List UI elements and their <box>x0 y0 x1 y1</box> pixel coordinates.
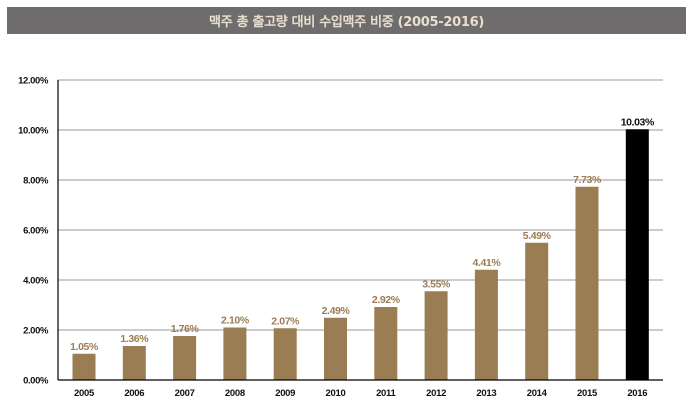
bar-2008 <box>223 327 247 380</box>
y-tick-label: 0.00% <box>23 376 49 387</box>
y-tick-label: 6.00% <box>23 226 49 237</box>
bar-2009 <box>273 328 297 380</box>
bar-2015 <box>575 186 599 380</box>
axes <box>57 80 663 381</box>
bar-2011 <box>374 307 398 380</box>
x-tick-label: 2007 <box>175 388 195 399</box>
bar-2005 <box>72 353 96 380</box>
x-tick-label: 2006 <box>124 388 144 399</box>
chart-title: 맥주 총 출고량 대비 수입맥주 비중 (2005-2016) <box>209 15 484 30</box>
data-label: 1.05% <box>70 341 99 353</box>
data-label: 7.73% <box>573 174 602 186</box>
bar-2016 <box>625 129 649 380</box>
labels: 0.00% 2.00% 4.00% 6.00% 8.00% 10.00% 12.00% 1.0… <box>18 76 655 400</box>
bar-2012 <box>424 291 448 380</box>
bar-2006 <box>122 346 146 380</box>
data-label: 10.03% <box>621 116 655 128</box>
x-tick-label: 2015 <box>577 388 598 399</box>
data-label: 2.92% <box>372 294 401 306</box>
bar-2010 <box>324 317 347 380</box>
data-label: 2.07% <box>271 315 300 327</box>
bar-2014 <box>525 242 549 380</box>
x-tick-label: 2009 <box>275 388 295 399</box>
y-tick-label: 4.00% <box>23 276 49 287</box>
data-label: 3.55% <box>422 278 451 290</box>
data-label: 1.36% <box>120 333 149 345</box>
x-tick-label: 2005 <box>74 388 95 399</box>
data-label: 2.49% <box>322 305 351 317</box>
data-label: 1.76% <box>171 323 200 335</box>
y-tick-label: 12.00% <box>18 76 49 87</box>
gridlines <box>58 79 663 331</box>
y-tick-label: 8.00% <box>23 176 49 187</box>
bar-2013 <box>474 269 498 380</box>
data-label: 2.10% <box>221 315 250 327</box>
bar-2007 <box>173 336 197 380</box>
x-tick-label: 2008 <box>225 388 245 399</box>
data-label: 5.49% <box>523 230 552 242</box>
y-tick-label: 10.00% <box>18 126 49 137</box>
data-label: 4.41% <box>473 257 502 269</box>
x-tick-label: 2013 <box>476 388 496 399</box>
x-tick-label: 2011 <box>376 388 396 399</box>
x-tick-label: 2012 <box>426 388 446 399</box>
x-tick-label: 2010 <box>326 388 346 399</box>
bars <box>72 129 649 380</box>
x-tick-label: 2016 <box>627 388 647 399</box>
x-tick-label: 2014 <box>527 388 548 399</box>
chart-title-bar: 맥주 총 출고량 대비 수입맥주 비중 (2005-2016) <box>7 7 686 34</box>
y-tick-label: 2.00% <box>23 326 49 337</box>
